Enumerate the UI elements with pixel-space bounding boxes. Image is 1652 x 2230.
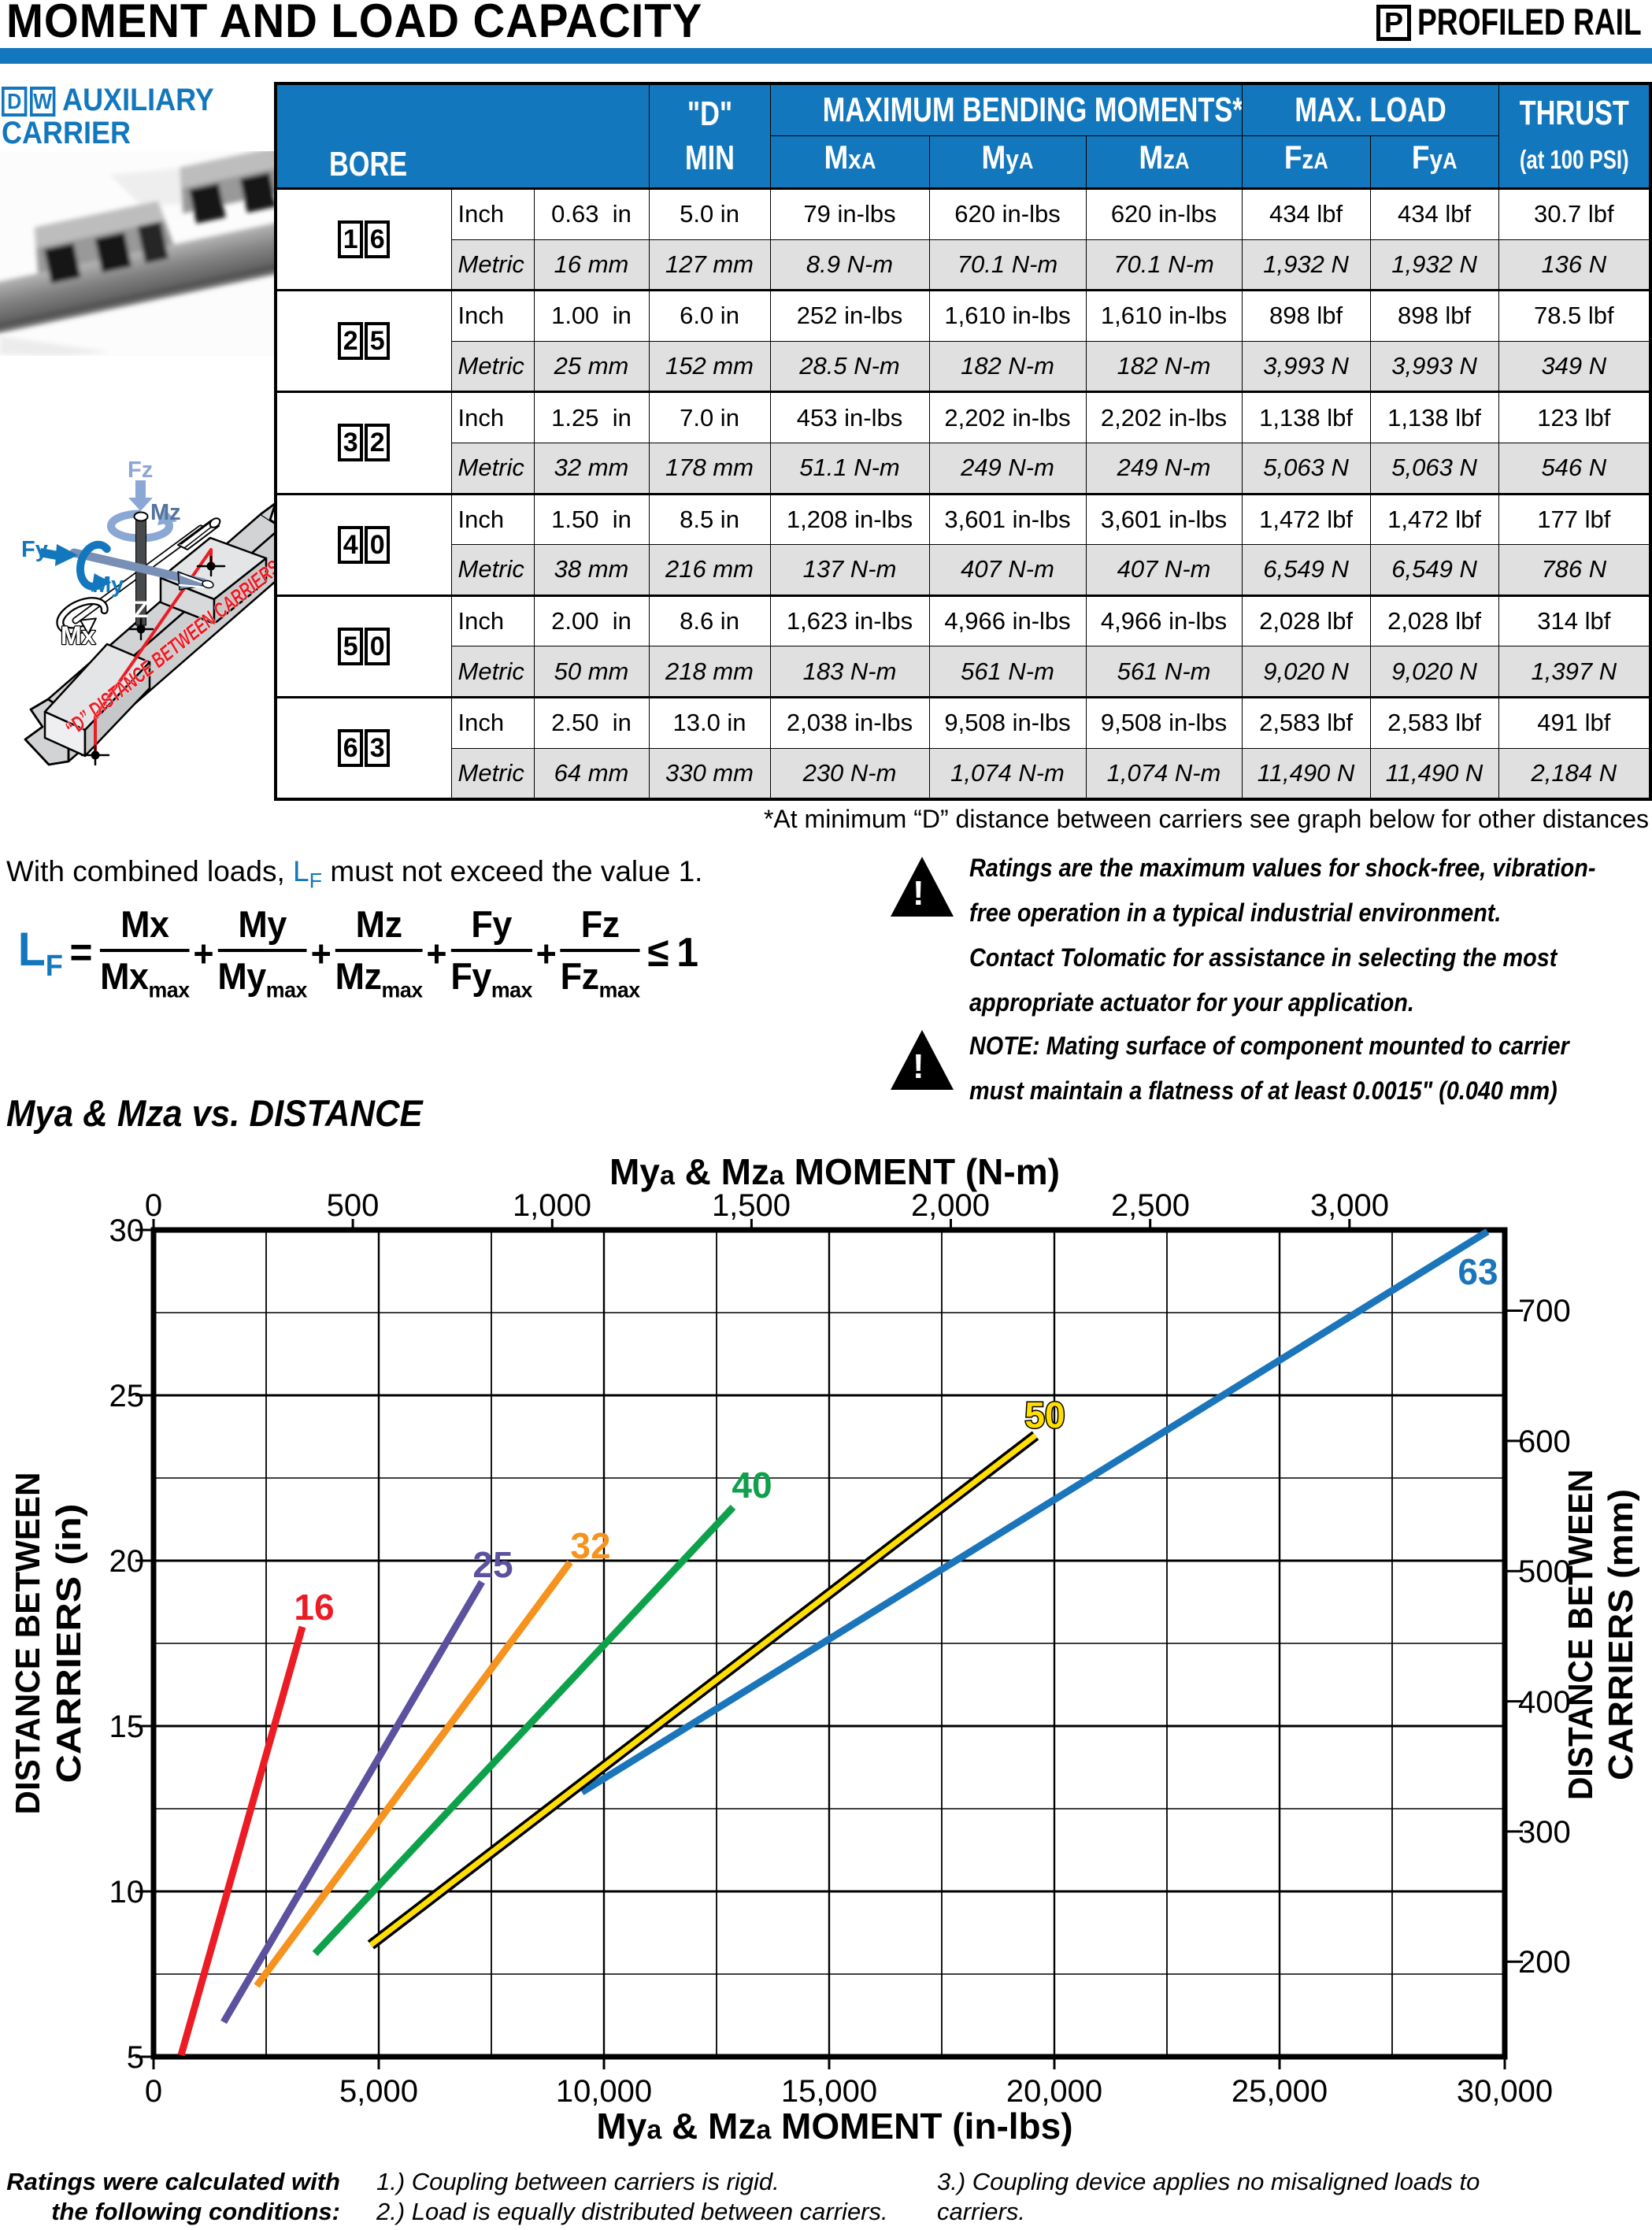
svg-text:10: 10 (109, 1875, 145, 1910)
svg-text:40: 40 (732, 1465, 772, 1506)
svg-text:30,000: 30,000 (1457, 2074, 1553, 2109)
svg-text:Mya & Mza MOMENT (N-m): Mya & Mza MOMENT (N-m) (609, 1151, 1060, 1192)
svg-text:Fy: Fy (21, 537, 48, 562)
svg-text:0: 0 (145, 2074, 162, 2109)
svg-text:2,000: 2,000 (911, 1188, 990, 1223)
svg-text:CARRIERS (in): CARRIERS (in) (50, 1504, 88, 1784)
svg-text:2,500: 2,500 (1111, 1188, 1190, 1223)
svg-text:25,000: 25,000 (1232, 2074, 1328, 2109)
svg-text:Z: Z (134, 597, 148, 623)
svg-text:15: 15 (109, 1710, 145, 1744)
svg-text:20,000: 20,000 (1006, 2074, 1102, 2109)
svg-text:1,000: 1,000 (513, 1188, 591, 1223)
svg-text:5: 5 (127, 2040, 144, 2075)
svg-text:15,000: 15,000 (781, 2074, 877, 2109)
svg-text:Fz: Fz (128, 457, 153, 483)
svg-text:600: 600 (1518, 1424, 1571, 1459)
svg-text:5,000: 5,000 (339, 2074, 418, 2109)
svg-text:10,000: 10,000 (556, 2074, 652, 2109)
svg-text:63: 63 (1458, 1251, 1498, 1292)
svg-text:400: 400 (1518, 1685, 1571, 1720)
svg-text:25: 25 (109, 1379, 145, 1413)
svg-text:500: 500 (1518, 1554, 1571, 1589)
svg-text:Mz: Mz (150, 500, 181, 525)
svg-text:DISTANCE BETWEEN: DISTANCE BETWEEN (9, 1472, 47, 1815)
svg-text:200: 200 (1518, 1945, 1571, 1980)
svg-text:Mya & Mza MOMENT (in-lbs): Mya & Mza MOMENT (in-lbs) (596, 2106, 1072, 2147)
svg-text:My: My (92, 572, 124, 598)
svg-text:0: 0 (145, 1188, 162, 1223)
svg-text:1,500: 1,500 (712, 1188, 791, 1223)
svg-text:700: 700 (1518, 1294, 1571, 1328)
svg-text:CARRIERS (mm): CARRIERS (mm) (1602, 1489, 1640, 1780)
svg-text:3,000: 3,000 (1310, 1188, 1389, 1223)
svg-text:16: 16 (294, 1587, 334, 1628)
svg-text:32: 32 (570, 1525, 610, 1566)
svg-text:30: 30 (109, 1213, 145, 1248)
svg-text:25: 25 (472, 1544, 513, 1585)
svg-text:300: 300 (1518, 1815, 1571, 1850)
svg-text:DISTANCE BETWEEN: DISTANCE BETWEEN (1561, 1469, 1600, 1800)
svg-text:Mx: Mx (61, 621, 96, 650)
svg-text:500: 500 (327, 1188, 380, 1223)
svg-text:50: 50 (1024, 1395, 1065, 1435)
svg-text:20: 20 (109, 1544, 145, 1579)
